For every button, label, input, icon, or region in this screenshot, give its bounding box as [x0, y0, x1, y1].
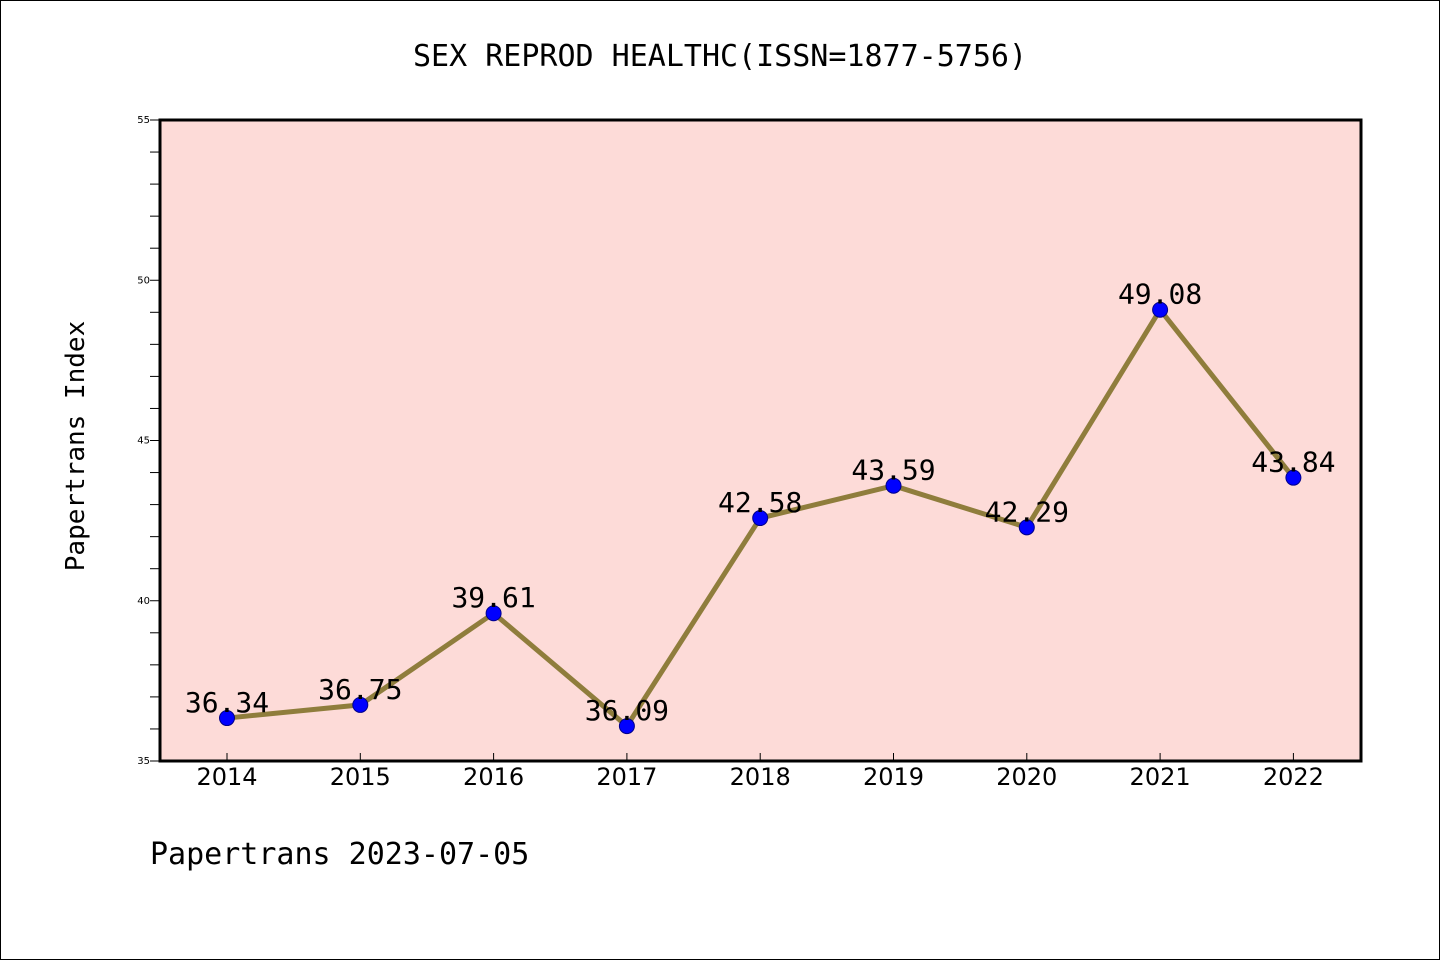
- data-labels-group: 36.34 36.75 39.61 36.09 42.58 43.59 42.29 49.08…: [185, 278, 1336, 727]
- y-axis-label: Papertrans Index: [61, 321, 91, 571]
- data-point-marker: [885, 477, 902, 494]
- data-point-label: 43.84: [1251, 446, 1335, 479]
- data-point-label: 36.09: [585, 694, 669, 727]
- data-point-label: 49.08: [1118, 278, 1202, 311]
- footer-date-label: Papertrans 2023-07-05: [150, 837, 529, 872]
- data-point-label: 36.75: [318, 673, 402, 706]
- chart-title: SEX REPROD HEALTHC(ISSN=1877-5756): [413, 39, 1027, 74]
- data-point-label: 43.59: [851, 454, 935, 487]
- y-tick-label: 35: [137, 756, 150, 767]
- plot-area: [160, 120, 1361, 761]
- data-point-marker: [618, 718, 635, 735]
- x-tick-label: 2016: [463, 763, 524, 791]
- x-tick-label: 2014: [196, 763, 257, 791]
- y-tick-label: 50: [137, 275, 150, 286]
- data-point-marker: [752, 510, 769, 527]
- x-tick-label: 2021: [1130, 763, 1191, 791]
- data-point-marker: [352, 696, 369, 713]
- y-axis-ticks: 35 40 45 50 55: [137, 115, 160, 767]
- data-point-label: 39.61: [451, 581, 535, 614]
- data-point-marker: [485, 605, 502, 622]
- data-point-marker: [1018, 519, 1035, 536]
- x-tick-label: 2015: [330, 763, 391, 791]
- y-tick-label: 55: [137, 115, 150, 126]
- x-tick-label: 2018: [730, 763, 791, 791]
- series-points-group: [219, 301, 1302, 735]
- plot-border: [158, 118, 1363, 763]
- data-point-label: 36.34: [185, 686, 269, 719]
- x-tick-label: 2020: [996, 763, 1057, 791]
- data-point-marker: [1285, 469, 1302, 486]
- x-tick-label: 2019: [863, 763, 924, 791]
- x-axis-ticks: 2014 2015 2016 2017 2018 2019 2020 2021 2022: [196, 753, 1324, 791]
- data-point-label: 42.29: [985, 495, 1069, 528]
- data-point-label: 42.58: [718, 486, 802, 519]
- y-tick-label: 45: [137, 436, 150, 447]
- x-tick-label: 2022: [1263, 763, 1324, 791]
- x-tick-label: 2017: [596, 763, 657, 791]
- data-point-marker: [219, 710, 235, 727]
- y-tick-label: 40: [137, 596, 150, 607]
- data-point-marker: [1152, 301, 1169, 318]
